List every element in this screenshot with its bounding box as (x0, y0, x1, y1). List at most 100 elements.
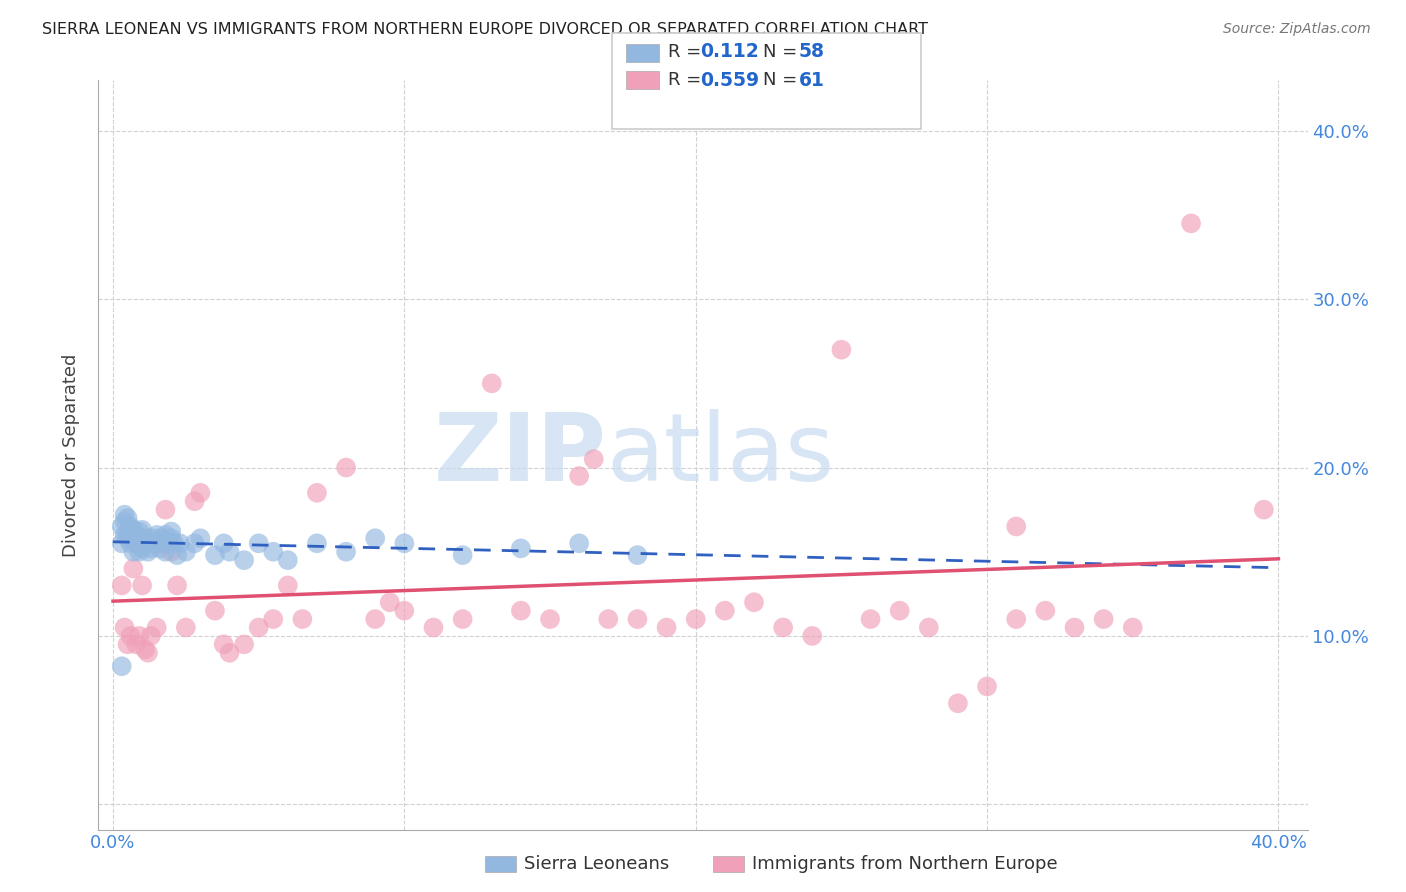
Point (1180, 216, 1202, 230)
Point (190, 531, 212, 545)
Y-axis label: Divorced or Separated: Divorced or Separated (62, 353, 80, 557)
Point (335, 545, 357, 559)
Point (1092, 612, 1115, 626)
Point (122, 545, 145, 559)
Point (111, 536, 134, 550)
Point (114, 620, 136, 634)
Point (122, 561, 145, 575)
Point (277, 553, 299, 567)
Point (117, 511, 139, 525)
Point (134, 642, 156, 657)
Point (155, 545, 177, 559)
Point (626, 548, 648, 562)
Point (685, 612, 707, 626)
Text: R =: R = (668, 71, 707, 89)
Point (139, 629, 162, 643)
Point (277, 578, 299, 592)
Point (305, 485, 328, 500)
Point (918, 620, 941, 634)
Text: SIERRA LEONEAN VS IMMIGRANTS FROM NORTHERN EUROPE DIVORCED OR SEPARATED CORRELAT: SIERRA LEONEAN VS IMMIGRANTS FROM NORTHE… (42, 22, 928, 37)
Point (830, 343, 852, 357)
Point (117, 531, 139, 545)
Point (120, 629, 142, 643)
Point (305, 536, 328, 550)
Point (128, 545, 150, 559)
Point (742, 595, 765, 609)
Point (152, 536, 174, 550)
Point (509, 541, 531, 556)
Text: Sierra Leoneans: Sierra Leoneans (524, 855, 669, 873)
Point (582, 452, 605, 467)
Point (160, 531, 183, 545)
Point (212, 637, 235, 651)
Point (183, 536, 205, 550)
Point (166, 578, 188, 592)
Point (889, 604, 911, 618)
Point (183, 494, 205, 508)
Point (111, 659, 134, 673)
Point (772, 620, 794, 634)
Point (122, 531, 145, 545)
Point (149, 541, 172, 556)
Point (946, 696, 969, 710)
Point (262, 612, 284, 626)
Point (364, 531, 387, 545)
Point (335, 460, 357, 475)
Point (160, 545, 183, 559)
Point (451, 612, 474, 626)
Point (291, 612, 314, 626)
Point (1033, 604, 1056, 618)
Point (145, 620, 167, 634)
Point (120, 528, 142, 542)
Point (1122, 620, 1144, 634)
Point (142, 531, 165, 545)
Text: atlas: atlas (606, 409, 835, 501)
Point (1253, 502, 1275, 516)
Point (152, 531, 174, 545)
Point (190, 485, 212, 500)
Point (131, 531, 153, 545)
Point (163, 536, 186, 550)
Point (155, 528, 177, 542)
Point (568, 536, 591, 550)
Point (568, 469, 591, 483)
Point (117, 524, 139, 539)
Point (125, 528, 148, 542)
Point (204, 604, 226, 618)
Point (481, 376, 503, 391)
Point (136, 545, 159, 559)
Point (114, 508, 136, 522)
Point (204, 548, 226, 562)
Text: ZIP: ZIP (433, 409, 606, 501)
Point (136, 646, 159, 660)
Point (364, 612, 387, 626)
Point (128, 629, 150, 643)
Point (233, 637, 256, 651)
Point (262, 545, 284, 559)
Point (174, 620, 197, 634)
Point (976, 680, 998, 694)
Text: 58: 58 (799, 42, 824, 62)
Point (111, 578, 134, 592)
Point (160, 524, 183, 539)
Point (801, 629, 824, 643)
Point (422, 620, 444, 634)
Point (233, 553, 256, 567)
Point (157, 536, 180, 550)
Point (655, 620, 678, 634)
Point (131, 578, 153, 592)
Text: Source: ZipAtlas.com: Source: ZipAtlas.com (1223, 22, 1371, 37)
Point (212, 536, 235, 550)
Text: N =: N = (763, 43, 803, 61)
Point (145, 528, 167, 542)
Point (155, 502, 177, 516)
Text: Immigrants from Northern Europe: Immigrants from Northern Europe (752, 855, 1057, 873)
Text: 0.559: 0.559 (700, 70, 759, 90)
Point (378, 595, 401, 609)
Point (131, 541, 153, 556)
Point (128, 531, 150, 545)
Point (394, 604, 416, 618)
Point (120, 536, 142, 550)
Point (174, 545, 197, 559)
Point (166, 548, 188, 562)
